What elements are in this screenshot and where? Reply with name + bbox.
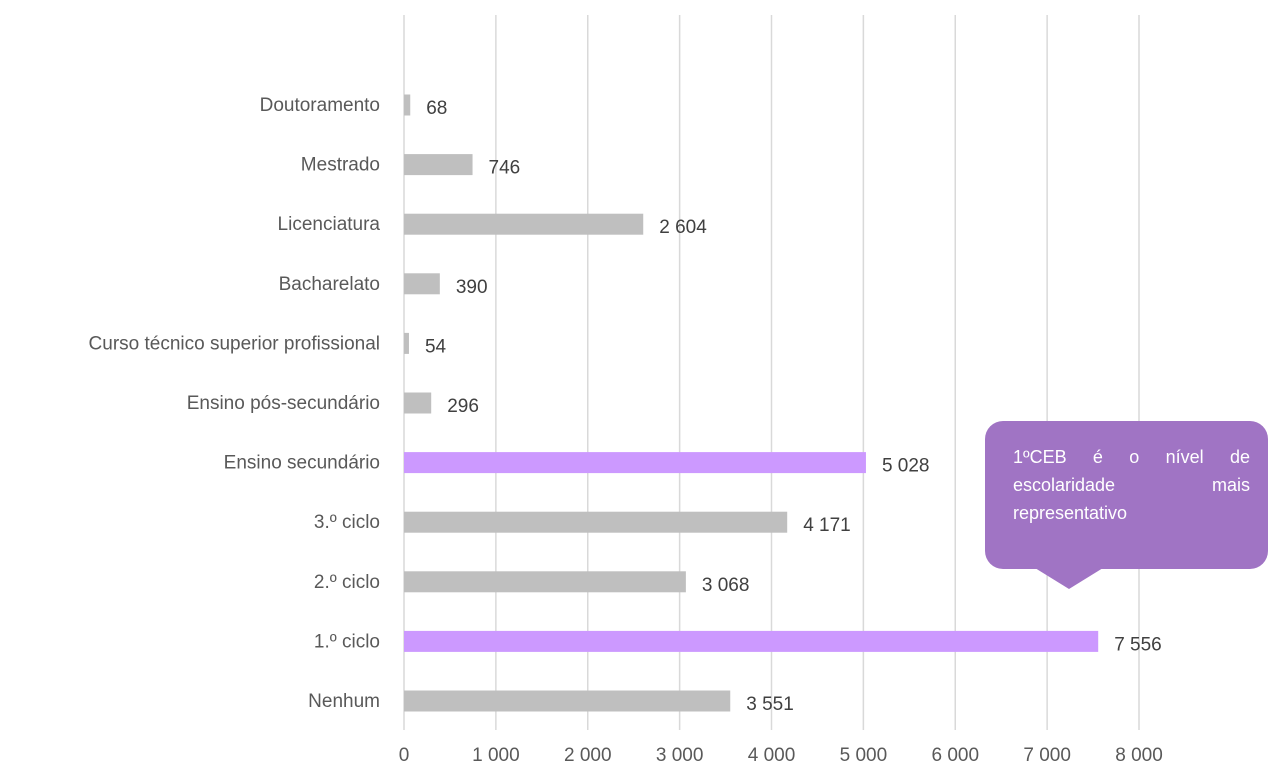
category-label: Ensino secundário (224, 453, 380, 474)
bar (404, 213, 644, 235)
data-label: 390 (456, 277, 488, 298)
category-label: Ensino pós-secundário (187, 393, 380, 414)
category-label: Licenciatura (278, 214, 381, 235)
x-tick-label: 7 000 (1023, 745, 1071, 766)
x-tick-label: 6 000 (931, 745, 979, 766)
bar (404, 273, 440, 295)
data-label: 3 551 (746, 694, 794, 715)
bar (404, 630, 1099, 652)
category-label: Bacharelato (279, 274, 380, 295)
bar (404, 332, 409, 354)
data-label: 296 (447, 396, 479, 417)
bar (404, 571, 686, 593)
data-label: 2 604 (659, 217, 707, 238)
category-label: 1.º ciclo (314, 631, 380, 652)
data-label: 5 028 (882, 456, 930, 477)
bar (404, 94, 411, 116)
data-label: 3 068 (702, 575, 750, 596)
data-label: 746 (489, 158, 521, 179)
bar (404, 452, 866, 474)
x-tick-label: 5 000 (840, 745, 888, 766)
x-tick-label: 0 (399, 745, 410, 766)
category-label: Doutoramento (260, 95, 380, 116)
data-label: 68 (426, 98, 447, 119)
data-label: 54 (425, 336, 447, 357)
labels: 0 1 000 2 000 3 000 4 000 5 000 6 000 7 000 8 00… (89, 95, 1163, 766)
x-tick-label: 1 000 (472, 745, 520, 766)
x-tick-label: 4 000 (748, 745, 796, 766)
data-label: 7 556 (1114, 634, 1162, 655)
x-tick-label: 8 000 (1115, 745, 1163, 766)
bars (404, 94, 1099, 712)
callout-text: 1ºCEB é o nível de escolaridade mais rep… (1013, 447, 1250, 523)
x-tick-label: 2 000 (564, 745, 612, 766)
category-label: 2.º ciclo (314, 572, 380, 593)
gridlines (403, 15, 1140, 730)
annotation-callout: 1ºCEB é o nível de escolaridade mais rep… (985, 421, 1268, 569)
x-tick-label: 3 000 (656, 745, 704, 766)
bar (404, 392, 432, 414)
bar (404, 690, 731, 712)
category-label: Curso técnico superior profissional (89, 333, 380, 354)
bar (404, 511, 788, 533)
bar (404, 154, 473, 176)
category-label: Mestrado (301, 155, 380, 176)
category-label: Nenhum (308, 691, 380, 712)
data-label: 4 171 (803, 515, 851, 536)
callout-pointer (1035, 568, 1103, 589)
category-label: 3.º ciclo (314, 512, 380, 533)
